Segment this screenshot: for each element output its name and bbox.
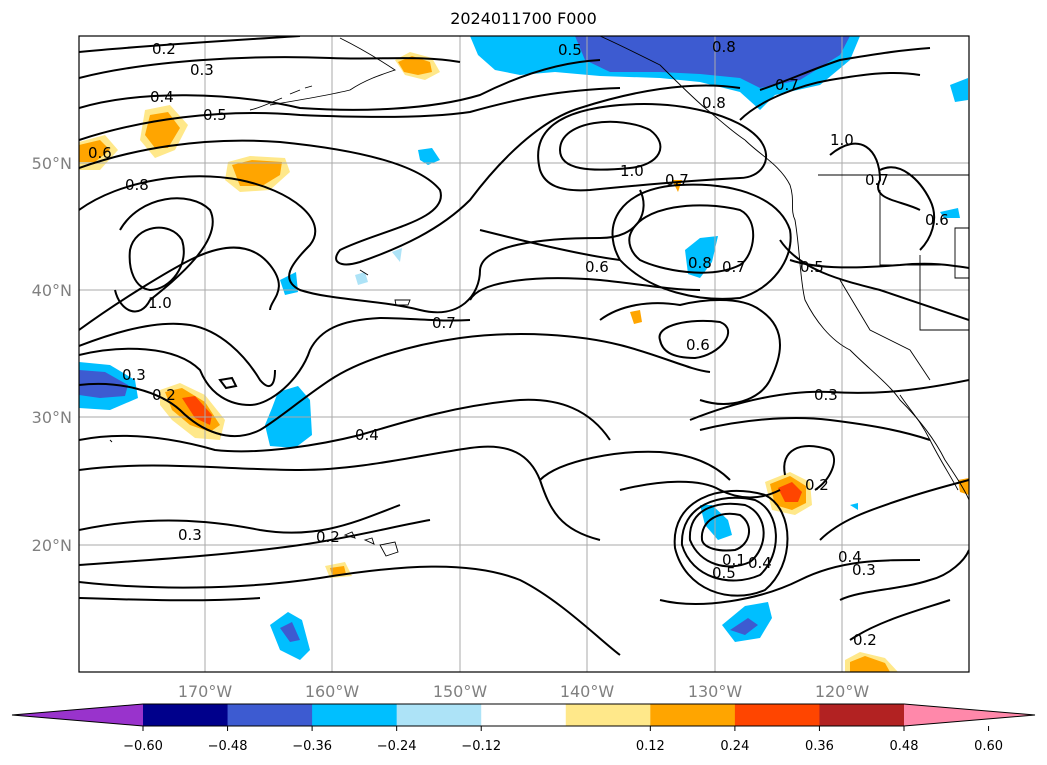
contour-label: 0.5 [203, 106, 227, 124]
lat-label: 50°N [32, 154, 72, 173]
contour-label: 0.8 [702, 94, 726, 112]
colorbar-extend-low [12, 704, 143, 726]
contour-label: 0.2 [152, 40, 176, 58]
colorbar: −0.60 −0.48 −0.36 −0.24 −0.12 0.12 0.24 0.36 0.4… [11, 703, 1036, 754]
lon-label: 130°W [688, 682, 743, 701]
colorbar-segment [227, 704, 313, 726]
contour-label: 0.8 [712, 38, 736, 56]
contour-label: 0.2 [152, 386, 176, 404]
colorbar-segments [12, 704, 1035, 726]
colorbar-segment [650, 704, 736, 726]
colorbar-ticks: −0.60 −0.48 −0.36 −0.24 −0.12 0.12 0.24 0.36 0.4… [123, 726, 1003, 754]
colorbar-segment [312, 704, 398, 726]
contour-label: 0.3 [122, 366, 146, 384]
colorbar-extend-high [904, 704, 1035, 726]
colorbar-segment [565, 704, 651, 726]
colorbar-segment [819, 704, 905, 726]
contour-label: 0.7 [865, 171, 889, 189]
contour-label: 0.6 [686, 336, 710, 354]
contour-label: 0.5 [800, 258, 824, 276]
contour-label: 0.2 [853, 631, 877, 649]
map-plot-area: 0.2 0.3 0.4 0.5 0.6 0.8 1.0 0.7 0.3 0.4 … [79, 36, 969, 672]
lon-label: 120°W [815, 682, 870, 701]
colorbar-tick-label: −0.48 [208, 739, 248, 754]
longitude-labels: 170°W 160°W 150°W 140°W 130°W 120°W [178, 682, 870, 701]
contour-label: 0.8 [125, 176, 149, 194]
contour-label: 0.2 [805, 476, 829, 494]
colorbar-tick-label: −0.12 [461, 739, 501, 754]
map-title: 2024011700 F000 [450, 9, 597, 28]
colorbar-tick-label: −0.60 [123, 739, 163, 754]
contour-label: 1.0 [830, 131, 854, 149]
contour-label: 0.5 [712, 564, 736, 582]
contour-label: 0.3 [178, 526, 202, 544]
contour-label: 0.7 [665, 171, 689, 189]
contour-label: 0.6 [925, 211, 949, 229]
strong-negative-anomaly-patch [575, 36, 850, 88]
contour-label: 0.4 [838, 548, 862, 566]
colorbar-tick-label: −0.24 [377, 739, 417, 754]
colorbar-tick-label: 0.24 [720, 739, 749, 754]
contour-label: 0.7 [432, 314, 456, 332]
colorbar-tick-label: 0.48 [890, 739, 919, 754]
contour-labels: 0.2 0.3 0.4 0.5 0.6 0.8 1.0 0.7 0.3 0.4 … [88, 38, 949, 649]
contour-lines [79, 36, 969, 656]
contour-label: 0.1 [722, 551, 746, 569]
map-frame [78, 35, 970, 673]
contour-label: 0.7 [722, 258, 746, 276]
contour-label: 0.4 [355, 426, 379, 444]
contour-label: 0.7 [775, 76, 799, 94]
lon-label: 160°W [305, 682, 360, 701]
colorbar-segment [143, 704, 229, 726]
contour-label: 1.0 [148, 294, 172, 312]
contour-label: 0.6 [88, 144, 112, 162]
contour-label: 1.0 [620, 162, 644, 180]
contour-label: 0.4 [150, 88, 174, 106]
lat-label: 30°N [32, 408, 72, 427]
contour-label: 0.4 [748, 554, 772, 572]
colorbar-tick-label: −0.36 [292, 739, 332, 754]
colorbar-tick-label: 0.12 [636, 739, 665, 754]
contour-label: 0.3 [852, 561, 876, 579]
lat-label: 20°N [32, 536, 72, 555]
contour-label: 0.2 [316, 528, 340, 546]
contour-label: 0.3 [814, 386, 838, 404]
lon-label: 170°W [178, 682, 233, 701]
contour-label: 0.6 [585, 258, 609, 276]
coastlines [109, 36, 969, 557]
colorbar-segment [734, 704, 820, 726]
lon-label: 140°W [560, 682, 615, 701]
colorbar-segment [396, 704, 482, 726]
colorbar-tick-label: 0.36 [805, 739, 834, 754]
colorbar-segment [481, 704, 567, 726]
contour-label: 0.8 [688, 254, 712, 272]
contour-label: 0.3 [190, 61, 214, 79]
colorbar-tick-label: 0.60 [974, 739, 1003, 754]
contour-label: 0.5 [558, 41, 582, 59]
latitude-labels: 50°N 40°N 30°N 20°N [32, 154, 72, 555]
lat-label: 40°N [32, 281, 72, 300]
lon-label: 150°W [433, 682, 488, 701]
